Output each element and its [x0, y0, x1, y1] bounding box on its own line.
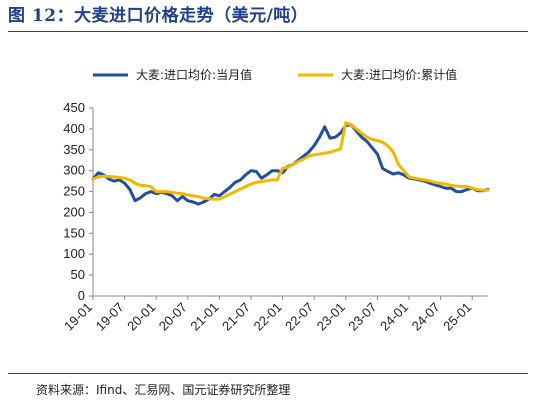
x-tick-label: 19-07 [93, 300, 127, 334]
y-tick-label: 0 [78, 288, 85, 303]
y-tick-label: 200 [63, 204, 85, 219]
x-tick-label: 19-01 [61, 300, 95, 334]
y-tick-label: 250 [63, 184, 85, 199]
x-tick-label: 25-01 [440, 300, 474, 334]
x-tick-label: 22-01 [251, 300, 285, 334]
x-tick-label: 21-01 [187, 300, 221, 334]
y-tick-label: 400 [63, 121, 85, 136]
y-tick-label: 100 [63, 246, 85, 261]
x-tick-label: 22-07 [282, 300, 316, 334]
x-tick-label: 23-01 [314, 300, 348, 334]
y-tick-label: 50 [71, 267, 85, 282]
x-tick-label: 24-01 [377, 300, 411, 334]
y-tick-label: 450 [63, 100, 85, 115]
legend-label-cumulative: 大麦:进口均价:累计值 [341, 67, 457, 82]
x-tick-label: 21-07 [219, 300, 253, 334]
x-tick-label: 20-07 [156, 300, 190, 334]
footer-divider [8, 373, 528, 374]
legend-label-monthly: 大麦:进口均价:当月值 [136, 67, 252, 82]
x-tick-label: 20-01 [124, 300, 158, 334]
x-tick-label: 23-07 [345, 300, 379, 334]
y-tick-label: 350 [63, 142, 85, 157]
source-note: 资料来源：Ifind、汇易网、国元证券研究所整理 [36, 383, 291, 397]
series-line-cumulative [91, 121, 490, 201]
chart-series [91, 121, 490, 206]
y-tick-label: 150 [63, 225, 85, 240]
chart-title: 图 12：大麦进口价格走势（美元/吨） [8, 6, 309, 26]
title-divider [8, 31, 528, 32]
chart-legend: 大麦:进口均价:当月值 大麦:进口均价:累计值 [93, 67, 457, 82]
chart-axes: 05010015020025030035040045019-0119-0720-… [61, 100, 488, 334]
y-tick-label: 300 [63, 163, 85, 178]
x-tick-label: 24-07 [409, 300, 443, 334]
